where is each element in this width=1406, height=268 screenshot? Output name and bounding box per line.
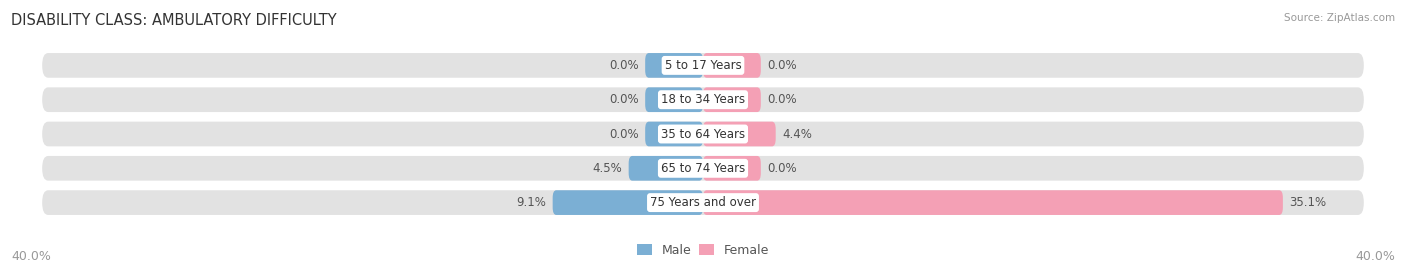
Text: 40.0%: 40.0%	[11, 250, 51, 263]
Text: 0.0%: 0.0%	[768, 59, 797, 72]
FancyBboxPatch shape	[703, 53, 761, 78]
Text: 0.0%: 0.0%	[609, 128, 638, 140]
Text: 9.1%: 9.1%	[516, 196, 546, 209]
Text: 35 to 64 Years: 35 to 64 Years	[661, 128, 745, 140]
Text: 5 to 17 Years: 5 to 17 Years	[665, 59, 741, 72]
FancyBboxPatch shape	[703, 87, 761, 112]
FancyBboxPatch shape	[645, 122, 703, 146]
Text: 0.0%: 0.0%	[768, 93, 797, 106]
FancyBboxPatch shape	[645, 53, 703, 78]
Text: 0.0%: 0.0%	[609, 59, 638, 72]
FancyBboxPatch shape	[645, 87, 703, 112]
FancyBboxPatch shape	[703, 190, 1282, 215]
Text: Source: ZipAtlas.com: Source: ZipAtlas.com	[1284, 13, 1395, 23]
Text: 4.5%: 4.5%	[592, 162, 621, 175]
FancyBboxPatch shape	[42, 156, 1364, 181]
FancyBboxPatch shape	[42, 53, 1364, 78]
FancyBboxPatch shape	[553, 190, 703, 215]
Text: 0.0%: 0.0%	[609, 93, 638, 106]
FancyBboxPatch shape	[703, 122, 776, 146]
Text: 65 to 74 Years: 65 to 74 Years	[661, 162, 745, 175]
Text: 40.0%: 40.0%	[1355, 250, 1395, 263]
FancyBboxPatch shape	[42, 190, 1364, 215]
Text: 18 to 34 Years: 18 to 34 Years	[661, 93, 745, 106]
FancyBboxPatch shape	[42, 87, 1364, 112]
Text: 4.4%: 4.4%	[782, 128, 813, 140]
Text: DISABILITY CLASS: AMBULATORY DIFFICULTY: DISABILITY CLASS: AMBULATORY DIFFICULTY	[11, 13, 337, 28]
Text: 0.0%: 0.0%	[768, 162, 797, 175]
Text: 35.1%: 35.1%	[1289, 196, 1327, 209]
FancyBboxPatch shape	[42, 122, 1364, 146]
Legend: Male, Female: Male, Female	[631, 239, 775, 262]
FancyBboxPatch shape	[628, 156, 703, 181]
FancyBboxPatch shape	[703, 156, 761, 181]
Text: 75 Years and over: 75 Years and over	[650, 196, 756, 209]
